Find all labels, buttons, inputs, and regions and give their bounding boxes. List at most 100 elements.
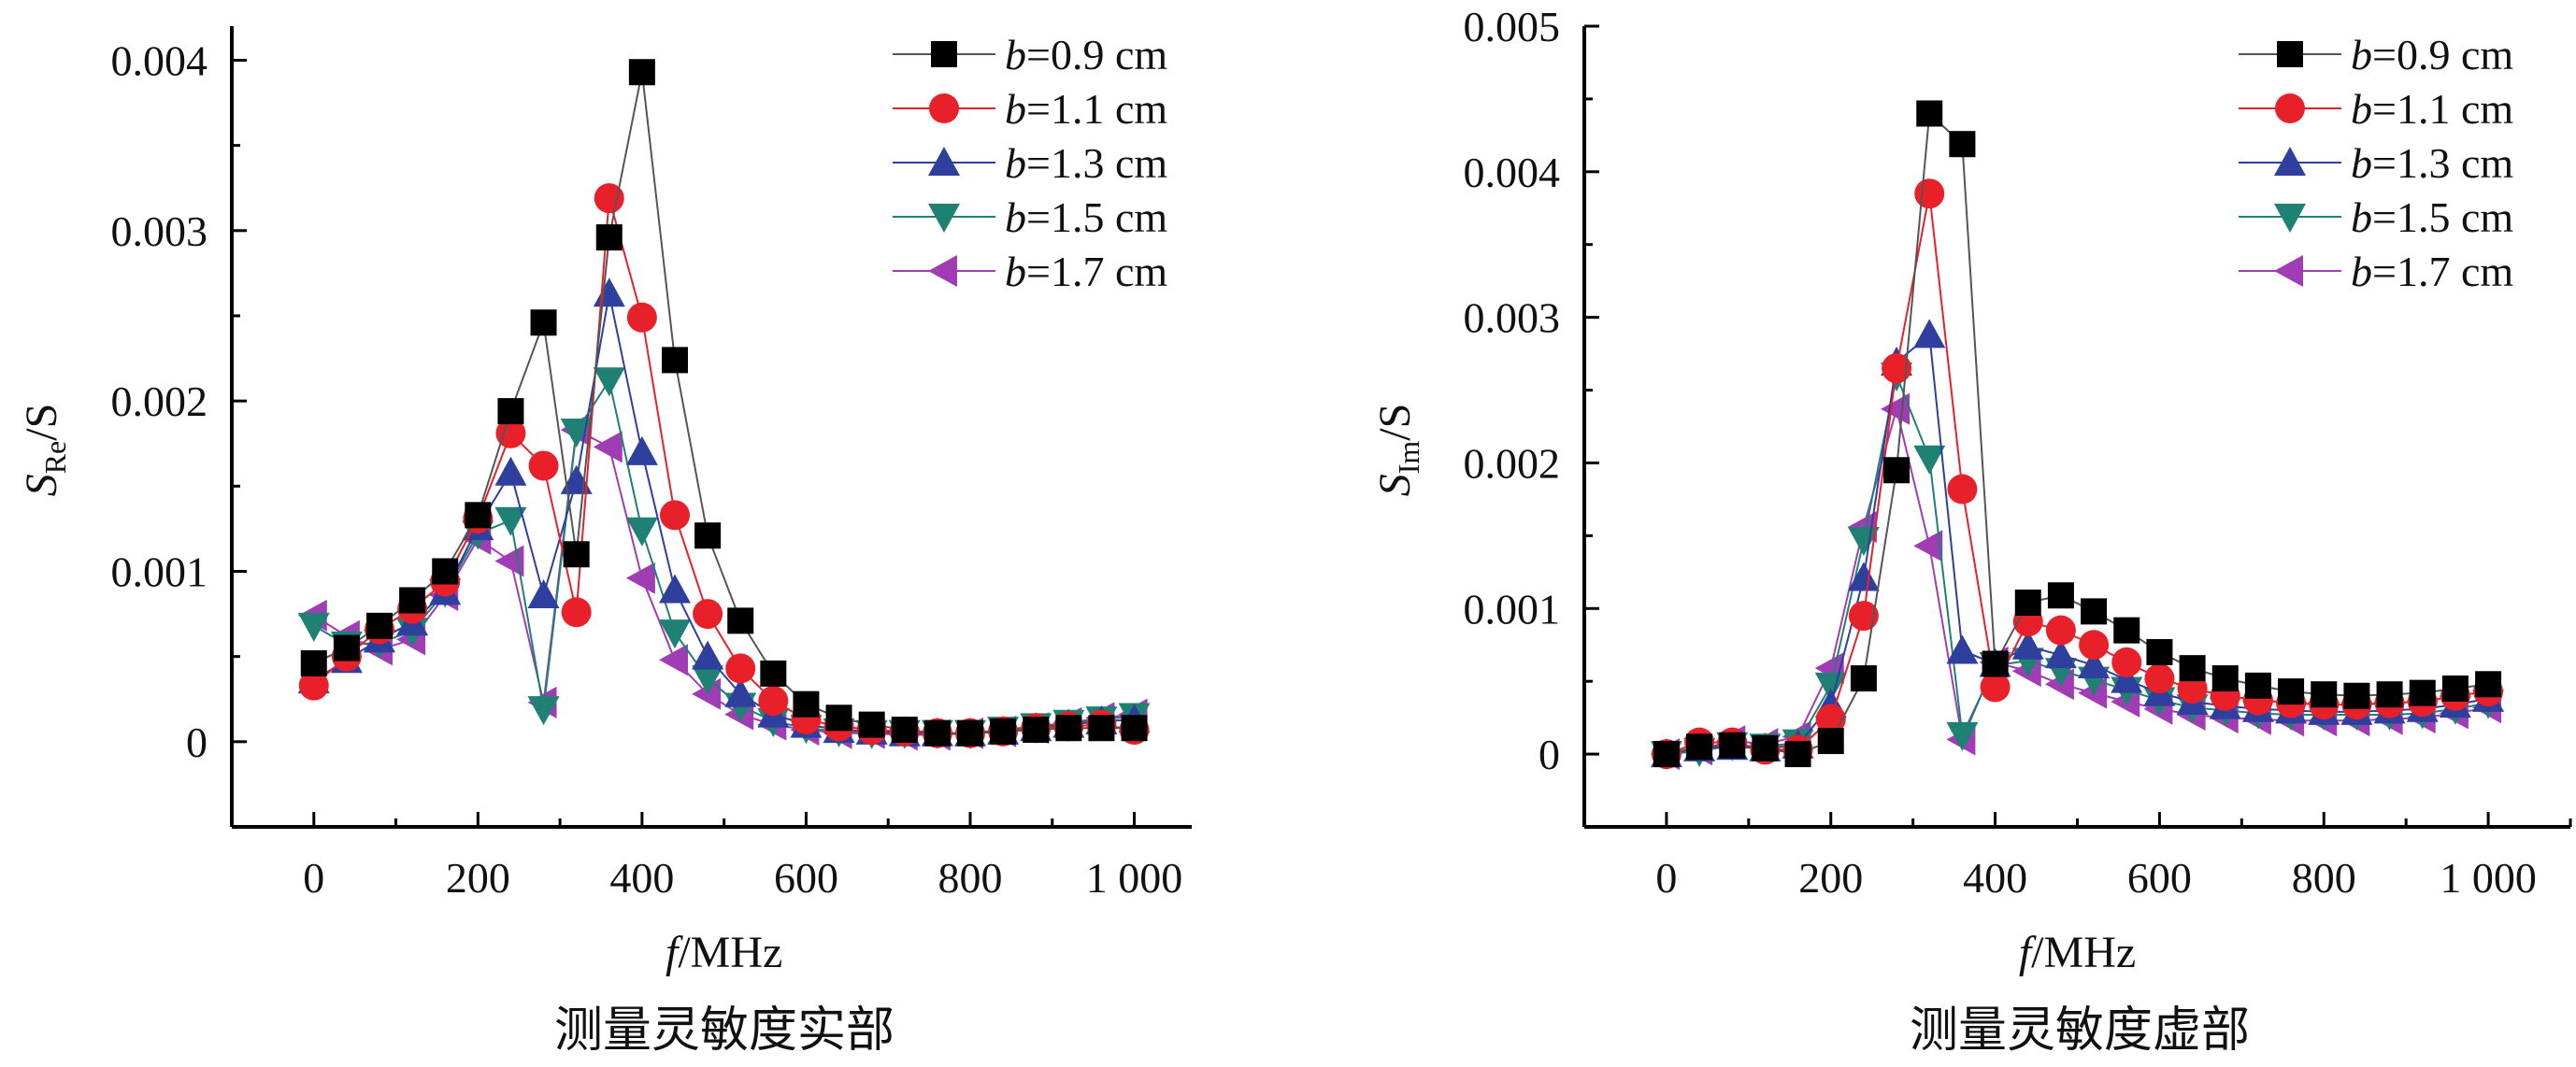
- x-tick-label: 1 000: [1086, 854, 1183, 902]
- legend-label-var: b: [1005, 248, 1026, 295]
- data-point: [2047, 582, 2074, 609]
- legend-label-var: b: [2351, 193, 2372, 241]
- data-point: [662, 347, 688, 374]
- x-tick-label: 400: [1963, 854, 2027, 902]
- series-5: [297, 414, 1148, 751]
- data-point: [2113, 617, 2140, 644]
- legend-label-value: =1.1 cm: [2372, 85, 2513, 133]
- data-point: [2045, 615, 2076, 646]
- legend-label-value: =0.9 cm: [2372, 31, 2513, 78]
- y-tick-label: 0.003: [111, 207, 208, 255]
- x-axis-title-unit: /MHz: [2031, 928, 2136, 977]
- data-point: [625, 435, 658, 465]
- data-point: [2014, 590, 2041, 617]
- data-point: [1752, 734, 1779, 761]
- data-point: [2211, 665, 2239, 692]
- y-tick-label: 0.004: [1464, 149, 1561, 196]
- legend-label-value: =1.7 cm: [2372, 248, 2513, 295]
- legend-label: b=0.9 cm: [2351, 31, 2513, 78]
- y-tick-label: 0: [186, 718, 208, 766]
- data-point: [530, 309, 557, 336]
- data-point: [760, 660, 787, 687]
- data-point: [1814, 672, 1847, 702]
- legend-marker: [2277, 41, 2303, 67]
- data-point: [1055, 715, 1082, 742]
- legend-marker: [928, 204, 960, 233]
- legend-label-var: b: [1005, 85, 1026, 133]
- x-tick-label: 200: [1798, 854, 1863, 902]
- data-point: [1847, 527, 1880, 557]
- data-point: [1949, 131, 1976, 158]
- x-tick-label: 600: [774, 854, 838, 902]
- legend-label-value: =1.3 cm: [2372, 139, 2513, 187]
- x-tick-label: 400: [609, 854, 674, 902]
- data-point: [1719, 732, 1746, 759]
- legend-label-var: b: [2351, 139, 2372, 187]
- legend-marker: [928, 147, 960, 176]
- legend-label-value: =0.9 cm: [1026, 31, 1167, 78]
- data-point: [1982, 650, 2009, 677]
- x-tick-label: 800: [2292, 854, 2356, 902]
- data-point: [1913, 530, 1943, 562]
- data-point: [659, 574, 691, 604]
- legend-marker: [2274, 147, 2306, 176]
- data-point: [725, 653, 756, 684]
- data-point: [2144, 663, 2175, 694]
- data-point: [1913, 319, 1946, 349]
- data-point: [2111, 647, 2142, 677]
- data-point: [2311, 681, 2338, 708]
- data-point: [692, 640, 724, 670]
- legend-label-var: b: [2351, 248, 2372, 295]
- data-point: [793, 690, 820, 718]
- data-point: [2278, 678, 2305, 705]
- data-point: [1882, 353, 1912, 384]
- legend-label: b=1.1 cm: [1005, 85, 1167, 133]
- x-axis-title: f/MHz: [2019, 928, 2136, 977]
- data-point: [595, 224, 623, 251]
- chart-caption: 测量灵敏度虚部: [1910, 1004, 2250, 1058]
- legend-marker: [931, 41, 957, 67]
- data-point: [494, 456, 527, 486]
- legend-label: b=1.1 cm: [2351, 85, 2513, 133]
- legend-label: b=1.3 cm: [1005, 139, 1167, 187]
- legend-marker: [929, 93, 959, 123]
- data-point: [1847, 562, 1880, 591]
- y-tick-label: 0.005: [1464, 3, 1561, 50]
- data-point: [990, 718, 1017, 745]
- data-point: [333, 634, 360, 662]
- data-point: [625, 517, 658, 547]
- legend-label-var: b: [1005, 193, 1026, 241]
- data-point: [594, 183, 624, 214]
- data-point: [693, 599, 723, 630]
- data-point: [724, 677, 757, 707]
- data-point: [2044, 639, 2077, 669]
- x-axis-title-unit: /MHz: [678, 928, 782, 977]
- data-point: [660, 500, 690, 531]
- legend-label-value: =1.5 cm: [2372, 193, 2513, 241]
- data-point: [1947, 474, 1978, 505]
- data-point: [1686, 733, 1713, 761]
- legend-label-value: =1.5 cm: [1026, 193, 1167, 241]
- data-point: [2376, 681, 2403, 708]
- y-axis-title: SRe/S: [17, 404, 72, 497]
- data-point: [2409, 679, 2436, 706]
- data-point: [625, 562, 655, 594]
- data-point: [2111, 663, 2143, 693]
- series-1: [300, 59, 1148, 747]
- data-point: [495, 418, 526, 448]
- data-point: [593, 431, 623, 463]
- y-tick-label: 0.003: [1464, 294, 1561, 342]
- x-tick-label: 800: [938, 854, 1003, 902]
- data-point: [1848, 601, 1879, 632]
- data-point: [2011, 630, 2044, 660]
- data-point: [628, 59, 655, 86]
- y-tick-label: 0.004: [111, 36, 208, 84]
- data-point: [1817, 728, 1844, 755]
- x-tick-label: 1 000: [2440, 854, 2537, 902]
- y-tick-label: 0.001: [111, 548, 208, 595]
- data-point: [626, 302, 657, 333]
- chart-caption: 测量灵敏度实部: [554, 1004, 894, 1058]
- data-point: [2179, 655, 2206, 682]
- data-point: [563, 541, 590, 568]
